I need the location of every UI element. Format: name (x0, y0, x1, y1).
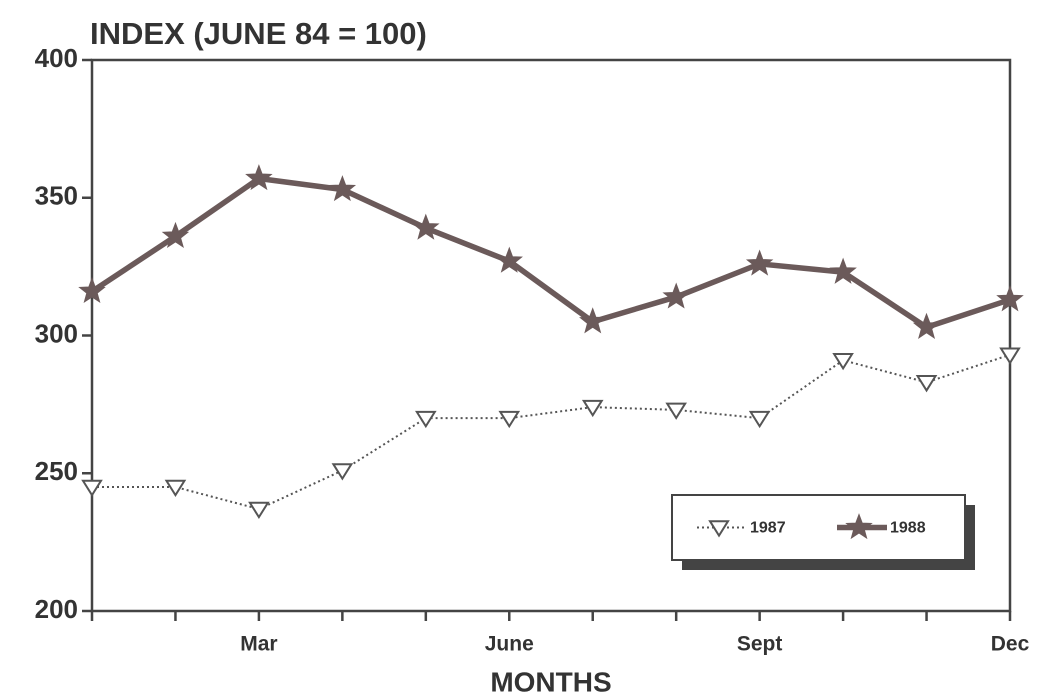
data-point (996, 285, 1024, 312)
data-point (745, 249, 774, 276)
x-tick-label: Dec (991, 633, 1030, 656)
data-point (579, 307, 607, 334)
data-point (581, 399, 604, 418)
data-point (498, 410, 521, 429)
data-point (331, 463, 354, 481)
data-point (164, 479, 187, 498)
data-point (81, 479, 103, 498)
data-point (662, 282, 690, 309)
data-point (495, 246, 523, 273)
x-tick-label: June (485, 633, 534, 656)
x-axis-label: MONTHS (490, 666, 611, 697)
data-point (328, 175, 357, 202)
y-tick-label: 350 (35, 181, 78, 211)
y-tick-label: 400 (35, 43, 78, 73)
data-point (665, 402, 687, 420)
series-line (92, 353, 1011, 511)
legend-label: 1987 (750, 520, 786, 537)
data-point (748, 410, 771, 429)
data-point (415, 410, 437, 429)
series-line (90, 175, 1011, 330)
y-tick-label: 250 (35, 456, 78, 486)
data-point (245, 164, 273, 191)
legend-marker (845, 513, 873, 540)
data-point (912, 312, 941, 339)
data-point (161, 221, 190, 248)
y-tick-label: 200 (35, 594, 78, 624)
x-tick-label: Sept (737, 633, 783, 656)
data-point (78, 276, 106, 304)
data-point (248, 501, 270, 520)
legend-marker (708, 520, 730, 538)
chart-title: INDEX (JUNE 84 = 100) (90, 16, 427, 51)
x-tick-label: Mar (240, 633, 277, 656)
data-point (829, 257, 857, 284)
y-tick-label: 300 (35, 318, 78, 348)
data-point (412, 213, 440, 240)
legend-label: 1988 (890, 520, 926, 537)
data-point (832, 352, 854, 371)
data-point (999, 347, 1021, 365)
data-point (915, 375, 938, 393)
